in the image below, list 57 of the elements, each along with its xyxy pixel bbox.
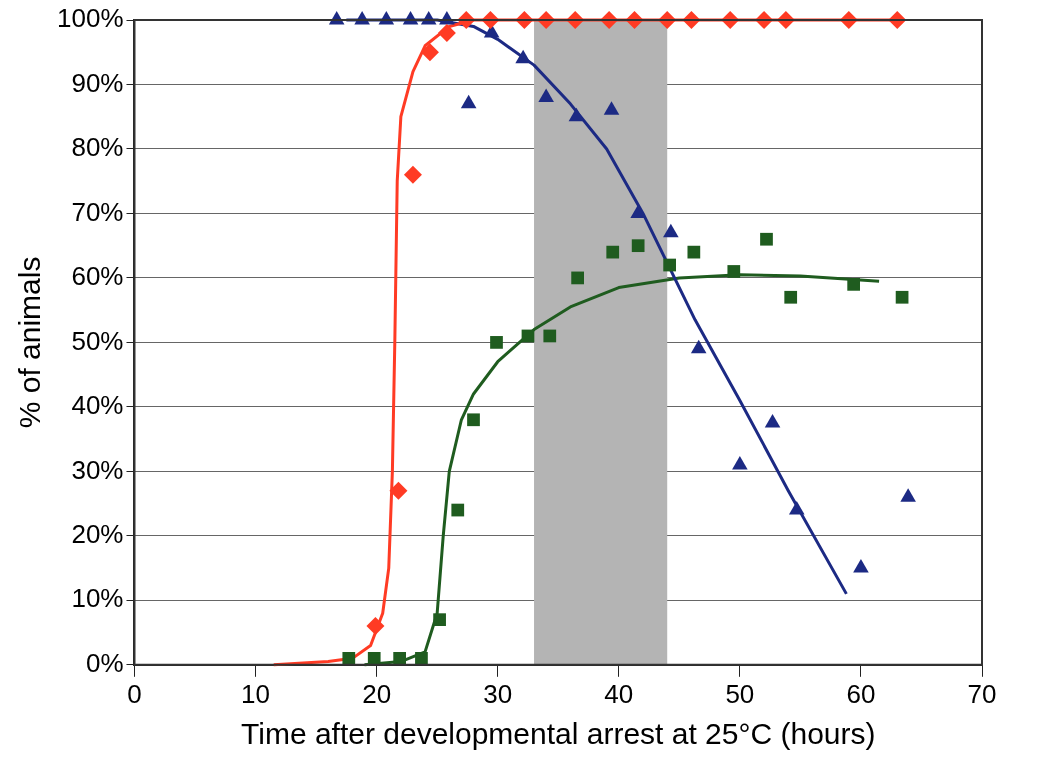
- point: [393, 651, 407, 665]
- point: [732, 455, 748, 470]
- y-tick-label: 0%: [85, 647, 124, 678]
- point: [342, 651, 356, 665]
- point: [760, 232, 773, 246]
- point: [571, 271, 584, 285]
- point: [663, 258, 676, 272]
- y-tick-label: 80%: [71, 132, 124, 163]
- x-tick-label: 40: [604, 678, 634, 709]
- x-tick-label: 20: [362, 678, 392, 709]
- point: [895, 290, 909, 304]
- point: [764, 414, 781, 428]
- point: [490, 336, 503, 349]
- point: [631, 239, 645, 253]
- point: [433, 613, 446, 627]
- y-tick-label: 60%: [71, 261, 124, 292]
- y-tick-label: 50%: [71, 325, 124, 356]
- x-tick-label: 50: [725, 678, 755, 709]
- x-tick-label: 70: [967, 678, 997, 709]
- point: [415, 651, 428, 665]
- point: [630, 204, 646, 218]
- y-tick-label: 70%: [71, 196, 124, 227]
- point: [727, 265, 741, 278]
- point: [538, 88, 554, 102]
- point: [847, 278, 861, 291]
- y-tick-label: 100%: [57, 3, 124, 34]
- point: [467, 413, 480, 427]
- x-axis-title: Time after developmental arrest at 25°C (hours): [241, 717, 876, 751]
- y-tick-label: 90%: [71, 67, 124, 98]
- point: [367, 651, 381, 665]
- y-tick-label: 10%: [71, 583, 124, 614]
- point: [687, 245, 701, 259]
- x-tick-label: 60: [846, 678, 876, 709]
- y-tick-label: 20%: [71, 519, 124, 550]
- point: [403, 165, 422, 184]
- point: [543, 329, 557, 343]
- point: [460, 94, 477, 109]
- point: [515, 49, 531, 64]
- x-tick-label: 10: [241, 678, 271, 709]
- point: [900, 488, 916, 502]
- point: [389, 481, 408, 500]
- point: [690, 339, 707, 354]
- point: [451, 503, 465, 517]
- y-axis-title: % of animals: [13, 256, 47, 429]
- point: [437, 23, 456, 42]
- point: [663, 223, 679, 238]
- y-tick-label: 30%: [71, 454, 124, 485]
- y-tick-label: 40%: [71, 390, 124, 421]
- point: [568, 107, 585, 122]
- point: [603, 101, 620, 115]
- x-tick-label: 30: [483, 678, 513, 709]
- x-tick-label: 0: [127, 678, 142, 709]
- point: [788, 501, 805, 515]
- point: [366, 617, 385, 636]
- point: [853, 559, 869, 573]
- point: [606, 245, 620, 259]
- point: [784, 290, 798, 304]
